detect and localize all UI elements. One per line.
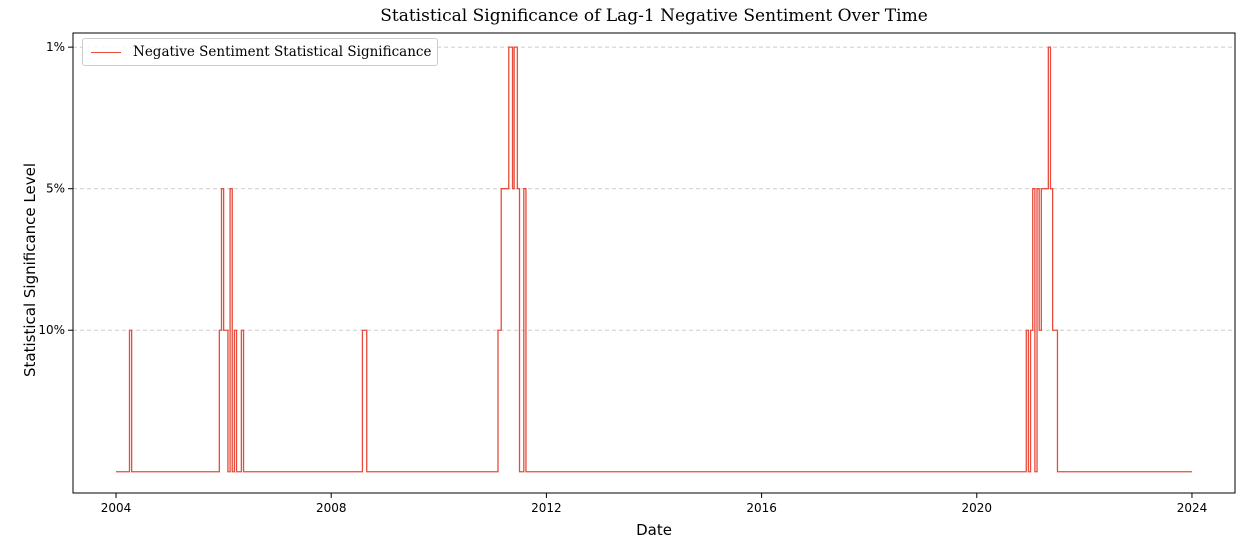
x-axis-label: Date (636, 521, 672, 539)
legend-label: Negative Sentiment Statistical Significa… (133, 44, 432, 60)
x-tick-label: 2004 (101, 501, 132, 515)
x-tick-label: 2008 (316, 501, 347, 515)
x-axis-ticks: 2004 2008 2012 2016 2020 2024 (101, 493, 1207, 515)
legend: Negative Sentiment Statistical Significa… (82, 38, 439, 66)
x-tick-label: 2016 (746, 501, 777, 515)
y-tick-label: 5% (46, 182, 65, 196)
series-line (116, 46, 1192, 473)
y-axis-ticks: 10% 5% 1% (38, 40, 73, 337)
x-tick-label: 2012 (531, 501, 562, 515)
series-group (116, 46, 1192, 473)
y-gridlines (73, 46, 1235, 331)
plot-frame (72, 32, 1236, 494)
legend-swatch (91, 51, 121, 53)
y-tick-label: 10% (38, 323, 65, 337)
y-tick-label: 1% (46, 40, 65, 54)
chart-title: Statistical Significance of Lag-1 Negati… (380, 6, 928, 26)
x-tick-label: 2024 (1177, 501, 1208, 515)
x-tick-label: 2020 (962, 501, 993, 515)
